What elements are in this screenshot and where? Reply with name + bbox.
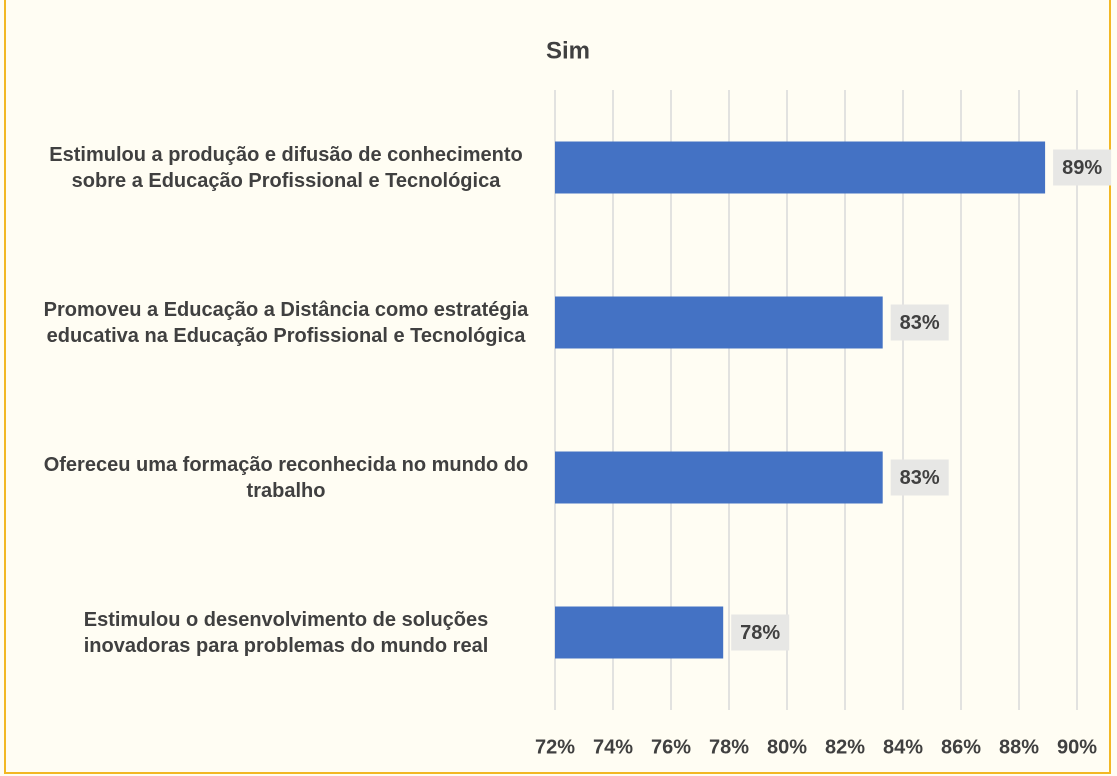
x-tick-label: 82% <box>825 736 865 758</box>
value-label: 83% <box>900 312 940 334</box>
value-label: 83% <box>900 467 940 489</box>
x-tick-label: 86% <box>941 736 981 758</box>
x-tick-label: 80% <box>767 736 807 758</box>
y-tick-label: Promoveu a Educação a Distância como est… <box>43 298 529 347</box>
value-label-bg <box>890 304 949 341</box>
value-label-bg <box>731 614 790 651</box>
x-tick-label: 72% <box>535 736 575 758</box>
x-tick-label: 90% <box>1057 736 1097 758</box>
x-tick-label: 84% <box>883 736 923 758</box>
bar <box>555 451 883 504</box>
value-label: 89% <box>1062 157 1102 179</box>
chart-title: Sim <box>546 37 590 64</box>
y-tick-label: Estimulou o desenvolvimento de soluções … <box>83 608 489 657</box>
bar <box>555 141 1046 194</box>
x-tick-label: 74% <box>593 736 633 758</box>
y-tick-label: Ofereceu uma formação reconhecida no mun… <box>43 453 529 502</box>
x-tick-label: 88% <box>999 736 1039 758</box>
value-label: 78% <box>740 622 780 644</box>
bar <box>555 296 883 349</box>
bar <box>555 606 724 659</box>
value-label-bg <box>890 459 949 496</box>
y-tick-label: Estimulou a produção e difusão de conhec… <box>49 143 523 192</box>
chart-border <box>4 0 1111 774</box>
x-tick-label: 78% <box>709 736 749 758</box>
x-tick-label: 76% <box>651 736 691 758</box>
value-label-bg <box>1053 149 1112 186</box>
